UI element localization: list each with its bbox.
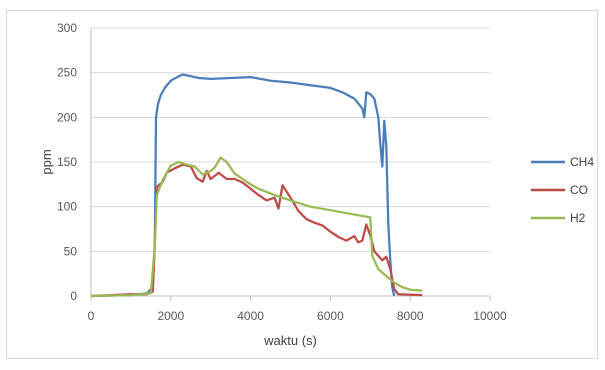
y-tick-label: 50: [64, 244, 78, 258]
x-tick-label: 8000: [397, 309, 424, 323]
y-tick-label: 150: [57, 155, 77, 169]
y-axis-title: ppm: [39, 149, 54, 174]
legend: CH4 CO H2: [531, 155, 594, 225]
axes: [90, 28, 491, 301]
y-tick-label: 200: [57, 110, 77, 124]
x-tick-label: 0: [88, 309, 95, 323]
series-lines: [90, 73, 423, 298]
y-tick-label: 300: [57, 21, 77, 35]
legend-label-h2: H2: [570, 211, 586, 225]
y-tick-label: 0: [70, 289, 77, 303]
y-tick-label: 100: [57, 200, 77, 214]
series-line-ch4: [90, 73, 396, 298]
x-tick-label: 10000: [473, 309, 507, 323]
x-tick-label: 4000: [237, 309, 264, 323]
series-line-h2: [90, 156, 423, 298]
legend-label-co: CO: [570, 183, 588, 197]
y-tick-label: 250: [57, 66, 77, 80]
series-line-co: [90, 163, 423, 298]
x-tick-label: 2000: [157, 309, 184, 323]
legend-label-ch4: CH4: [570, 155, 594, 169]
gridlines: [91, 27, 490, 252]
x-tick-label: 6000: [317, 309, 344, 323]
chart-border: [6, 10, 598, 359]
x-axis-title: waktu (s): [263, 333, 317, 348]
tick-labels: 0 50 100 150 200 250 300 0 2000 4000 6000 8000 10000: [57, 21, 507, 323]
